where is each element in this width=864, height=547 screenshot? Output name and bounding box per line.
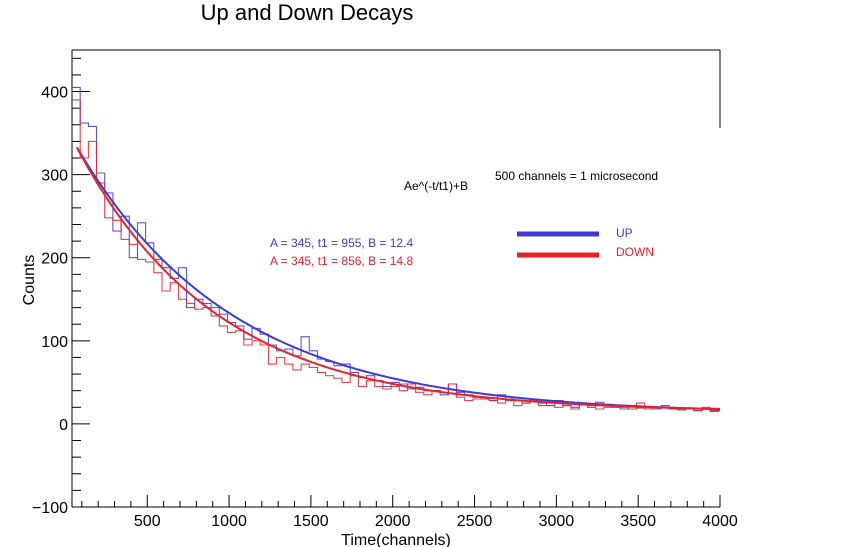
x-tick-label: 2500 (457, 513, 493, 530)
legend-up-label: UP (616, 226, 633, 240)
y-tick-label: 400 (41, 85, 68, 102)
x-tick-label: 500 (134, 513, 161, 530)
y-tick-label: 300 (41, 168, 68, 185)
chart-title: Up and Down Decays (201, 0, 414, 25)
plot-frame (71, 49, 721, 508)
x-tick-label: 1500 (293, 513, 329, 530)
y-tick-label: 100 (41, 334, 68, 351)
legend-down-label: DOWN (616, 245, 654, 259)
legend: UP DOWN (517, 226, 654, 259)
x-tick-label: 4000 (702, 513, 738, 530)
series-layer (72, 86, 721, 412)
fit-down-annotation: A = 345, t1 = 856, B = 14.8 (270, 254, 413, 268)
y-tick-label: 200 (41, 251, 68, 268)
fit-up-annotation: A = 345, t1 = 955, B = 12.4 (270, 236, 413, 250)
conversion-annotation: 500 channels = 1 microsecond (495, 169, 658, 183)
x-tick-label: 3000 (539, 513, 575, 530)
x-tick-label: 1000 (211, 513, 247, 530)
y-tick-label: −100 (32, 500, 68, 517)
x-tick-label: 3500 (620, 513, 656, 530)
y-tick-label: 0 (59, 417, 68, 434)
up-histogram (72, 86, 720, 412)
down-fit-curve (76, 147, 720, 410)
y-axis-title: Counts (21, 255, 38, 306)
x-axis-title: Time(channels) (341, 532, 451, 547)
formula-annotation: Ae^(-t/t1)+B (404, 179, 468, 193)
y-tick-labels: −100 0 100 200 300 400 (32, 85, 68, 517)
x-tick-labels: 500 1000 1500 2000 2500 3000 3500 4000 (134, 513, 738, 530)
x-tick-label: 2000 (375, 513, 411, 530)
axis-ticks (72, 57, 721, 508)
